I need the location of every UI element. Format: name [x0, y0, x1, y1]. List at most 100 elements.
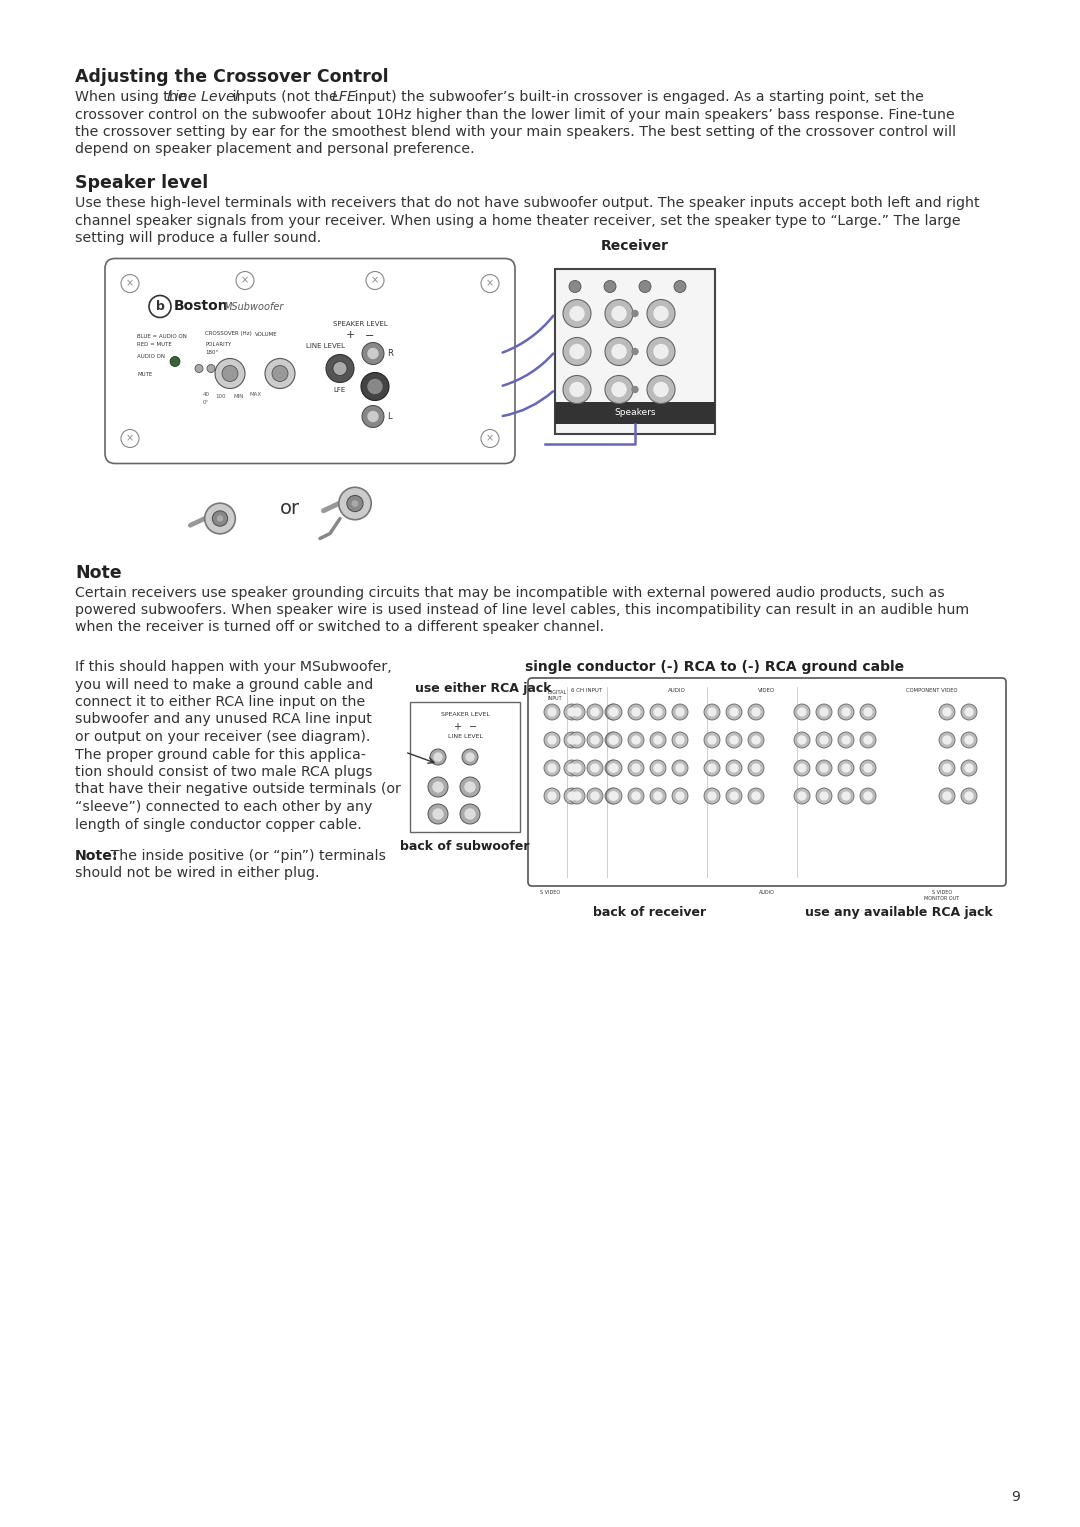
Text: Adjusting the Crossover Control: Adjusting the Crossover Control — [75, 69, 389, 86]
Circle shape — [368, 348, 378, 359]
Circle shape — [632, 736, 640, 744]
Circle shape — [748, 788, 764, 805]
Text: tion should consist of two male RCA plugs: tion should consist of two male RCA plug… — [75, 765, 373, 779]
Text: Note:: Note: — [75, 849, 119, 863]
Circle shape — [838, 788, 854, 805]
Circle shape — [606, 731, 622, 748]
Circle shape — [205, 504, 235, 534]
Circle shape — [748, 731, 764, 748]
Circle shape — [573, 793, 581, 800]
Circle shape — [966, 736, 973, 744]
Circle shape — [730, 736, 738, 744]
Circle shape — [672, 760, 688, 776]
Circle shape — [647, 337, 675, 365]
Text: DIGITAL
INPUT: DIGITAL INPUT — [546, 690, 566, 701]
Circle shape — [820, 736, 828, 744]
Circle shape — [207, 365, 215, 373]
Circle shape — [605, 704, 621, 721]
Circle shape — [481, 429, 499, 447]
Circle shape — [573, 736, 581, 744]
Circle shape — [966, 764, 973, 773]
Text: crossover control on the subwoofer about 10Hz higher than the lower limit of you: crossover control on the subwoofer about… — [75, 107, 955, 122]
Circle shape — [704, 760, 720, 776]
Circle shape — [612, 307, 626, 321]
Text: use any available RCA jack: use any available RCA jack — [805, 906, 993, 919]
Bar — [410, 702, 519, 832]
Circle shape — [748, 704, 764, 721]
Circle shape — [217, 516, 222, 521]
Circle shape — [798, 736, 806, 744]
Circle shape — [672, 731, 688, 748]
Circle shape — [460, 777, 480, 797]
Circle shape — [794, 704, 810, 721]
Circle shape — [654, 764, 662, 773]
Text: CROSSOVER (Hz): CROSSOVER (Hz) — [205, 331, 252, 336]
Text: 0°: 0° — [203, 400, 210, 406]
Text: BLUE = AUDIO ON: BLUE = AUDIO ON — [137, 333, 187, 339]
Circle shape — [569, 760, 585, 776]
Circle shape — [548, 793, 556, 800]
Circle shape — [347, 495, 363, 512]
Circle shape — [237, 272, 254, 290]
Circle shape — [544, 704, 561, 721]
Text: the crossover setting by ear for the smoothest blend with your main speakers. Th: the crossover setting by ear for the smo… — [75, 125, 956, 139]
Circle shape — [838, 731, 854, 748]
Circle shape — [632, 709, 640, 716]
Circle shape — [627, 704, 644, 721]
Circle shape — [215, 359, 245, 388]
Circle shape — [570, 382, 584, 397]
Text: AUDIO ON: AUDIO ON — [137, 353, 165, 359]
Circle shape — [794, 760, 810, 776]
Text: Line Level: Line Level — [166, 90, 239, 104]
Circle shape — [605, 760, 621, 776]
Circle shape — [588, 704, 603, 721]
Circle shape — [838, 704, 854, 721]
Text: VOLUME: VOLUME — [255, 331, 278, 336]
Text: +: + — [453, 722, 461, 731]
Circle shape — [434, 753, 442, 760]
Circle shape — [588, 760, 603, 776]
Text: Boston: Boston — [174, 299, 229, 313]
Text: VIDEO: VIDEO — [758, 689, 775, 693]
Circle shape — [708, 736, 716, 744]
Circle shape — [798, 709, 806, 716]
Circle shape — [864, 793, 872, 800]
Circle shape — [361, 373, 389, 400]
Circle shape — [612, 345, 626, 359]
Circle shape — [939, 731, 955, 748]
Text: AUDIO: AUDIO — [669, 689, 686, 693]
Circle shape — [568, 736, 576, 744]
Circle shape — [842, 709, 850, 716]
Circle shape — [676, 764, 684, 773]
Text: single conductor (-) RCA to (-) RCA ground cable: single conductor (-) RCA to (-) RCA grou… — [525, 660, 904, 673]
Circle shape — [961, 704, 977, 721]
Circle shape — [591, 736, 599, 744]
Circle shape — [627, 760, 644, 776]
Circle shape — [798, 793, 806, 800]
Circle shape — [573, 709, 581, 716]
Circle shape — [708, 764, 716, 773]
Circle shape — [563, 337, 591, 365]
Circle shape — [816, 731, 832, 748]
Circle shape — [816, 788, 832, 805]
Bar — [555, 402, 715, 423]
Circle shape — [647, 376, 675, 403]
Circle shape — [362, 406, 384, 428]
Circle shape — [939, 760, 955, 776]
Text: −: − — [469, 722, 477, 731]
Text: SPEAKER LEVEL: SPEAKER LEVEL — [333, 321, 388, 327]
Circle shape — [570, 345, 584, 359]
Circle shape — [366, 272, 384, 290]
Circle shape — [842, 793, 850, 800]
Circle shape — [632, 793, 640, 800]
Circle shape — [943, 736, 951, 744]
Text: −: − — [365, 330, 375, 341]
Circle shape — [726, 731, 742, 748]
Circle shape — [939, 788, 955, 805]
Circle shape — [943, 793, 951, 800]
Circle shape — [433, 782, 443, 793]
Circle shape — [708, 709, 716, 716]
Circle shape — [961, 731, 977, 748]
Circle shape — [564, 704, 580, 721]
Circle shape — [730, 764, 738, 773]
